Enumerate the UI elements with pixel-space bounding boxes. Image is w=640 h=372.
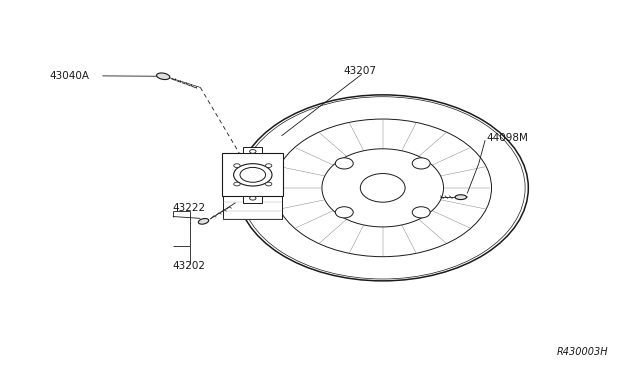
Ellipse shape <box>360 173 405 202</box>
Ellipse shape <box>250 150 256 153</box>
Ellipse shape <box>198 218 209 224</box>
Text: 43040A: 43040A <box>49 71 90 81</box>
Bar <box>223 177 282 219</box>
FancyBboxPatch shape <box>223 153 283 196</box>
Ellipse shape <box>412 207 430 218</box>
Ellipse shape <box>266 164 272 167</box>
FancyBboxPatch shape <box>243 196 262 203</box>
Ellipse shape <box>335 158 353 169</box>
Ellipse shape <box>266 182 272 186</box>
Text: R430003H: R430003H <box>556 347 608 357</box>
Ellipse shape <box>250 196 256 200</box>
Ellipse shape <box>234 164 272 186</box>
Ellipse shape <box>322 149 444 227</box>
Ellipse shape <box>335 207 353 218</box>
Ellipse shape <box>455 195 467 199</box>
Text: 43207: 43207 <box>344 67 377 76</box>
Text: 43222: 43222 <box>173 203 206 213</box>
Ellipse shape <box>412 158 430 169</box>
Ellipse shape <box>234 164 240 167</box>
Ellipse shape <box>237 166 249 210</box>
Ellipse shape <box>157 73 170 80</box>
Ellipse shape <box>237 95 528 281</box>
Ellipse shape <box>240 167 266 182</box>
Ellipse shape <box>234 182 240 186</box>
Text: 44098M: 44098M <box>486 133 528 142</box>
FancyBboxPatch shape <box>243 147 262 153</box>
Ellipse shape <box>274 119 492 257</box>
Text: 43202: 43202 <box>173 261 206 271</box>
